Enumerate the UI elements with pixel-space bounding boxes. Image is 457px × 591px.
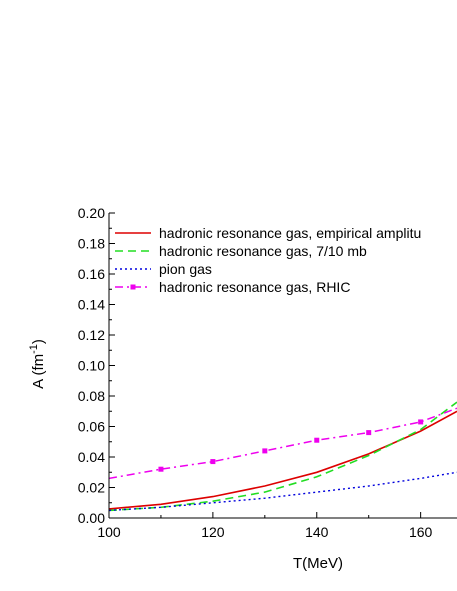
y-tick-label: 0.04 xyxy=(78,449,105,465)
y-tick-label: 0.06 xyxy=(78,419,105,435)
series-marker-4 xyxy=(314,437,320,443)
series-marker-4 xyxy=(210,459,216,465)
y-axis-title-sup: -1 xyxy=(28,344,40,354)
series-line-4 xyxy=(109,407,457,480)
y-tick-label: 0.10 xyxy=(78,358,105,374)
y-axis-title: A (fm-1) xyxy=(28,339,47,389)
y-tick-label: 0.00 xyxy=(78,510,105,526)
y-tick-label: 0.20 xyxy=(78,205,105,221)
y-tick-label: 0.16 xyxy=(78,266,105,282)
axes-layer: 0.00 0.02 0.04 0.06 0.08 0.10 0.12 0.14 0.16 0.18… xyxy=(78,205,457,540)
series-marker-4 xyxy=(262,448,268,454)
x-tick-label: 100 xyxy=(97,524,121,540)
legend-label-3: pion gas xyxy=(159,261,212,277)
series-line-3 xyxy=(109,471,457,512)
series-line-2 xyxy=(109,401,457,512)
y-tick-label: 0.02 xyxy=(78,480,105,496)
x-tick-label: 140 xyxy=(305,524,329,540)
series-marker-4 xyxy=(418,419,424,425)
series-layer xyxy=(109,401,457,512)
legend-marker-4 xyxy=(130,284,136,290)
x-axis-title: T(MeV) xyxy=(293,555,343,572)
y-tick-label: 0.08 xyxy=(78,388,105,404)
x-tick-label: 160 xyxy=(409,524,433,540)
y-axis-title-close: ) xyxy=(30,339,47,344)
legend: hadronic resonance gas, empirical amplit… xyxy=(115,225,421,295)
y-axis-title-main: A (fm xyxy=(30,354,47,389)
legend-label-1: hadronic resonance gas, empirical amplit… xyxy=(159,225,421,241)
legend-label-4: hadronic resonance gas, RHIC xyxy=(159,279,350,295)
y-tick-label: 0.12 xyxy=(78,327,105,343)
y-tick-label: 0.14 xyxy=(78,297,105,313)
legend-label-2: hadronic resonance gas, 7/10 mb xyxy=(159,243,367,259)
series-marker-4 xyxy=(366,430,372,436)
series-line-1 xyxy=(109,410,457,510)
series-marker-4 xyxy=(158,466,164,472)
y-tick-label: 0.18 xyxy=(78,236,105,252)
x-tick-label: 120 xyxy=(201,524,225,540)
